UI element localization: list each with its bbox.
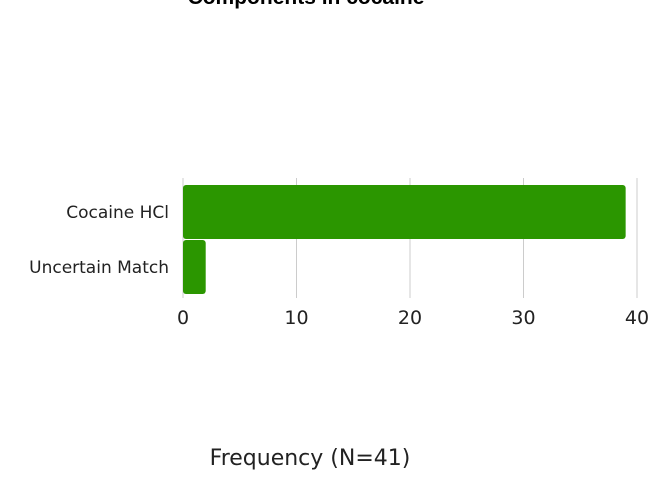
- x-axis-title: Frequency (N=41): [209, 446, 411, 471]
- category-label: Uncertain Match: [29, 258, 169, 278]
- x-tick-label: 10: [284, 307, 308, 329]
- x-tick-label: 40: [625, 307, 649, 329]
- category-label: Cocaine HCl: [66, 203, 169, 223]
- x-tick-label: 20: [398, 307, 422, 329]
- x-tick-label: 0: [177, 307, 189, 329]
- bar: [183, 240, 206, 294]
- bar: [183, 185, 626, 239]
- chart-title: Components in cocaine: [0, 0, 612, 10]
- x-tick-label: 30: [511, 307, 535, 329]
